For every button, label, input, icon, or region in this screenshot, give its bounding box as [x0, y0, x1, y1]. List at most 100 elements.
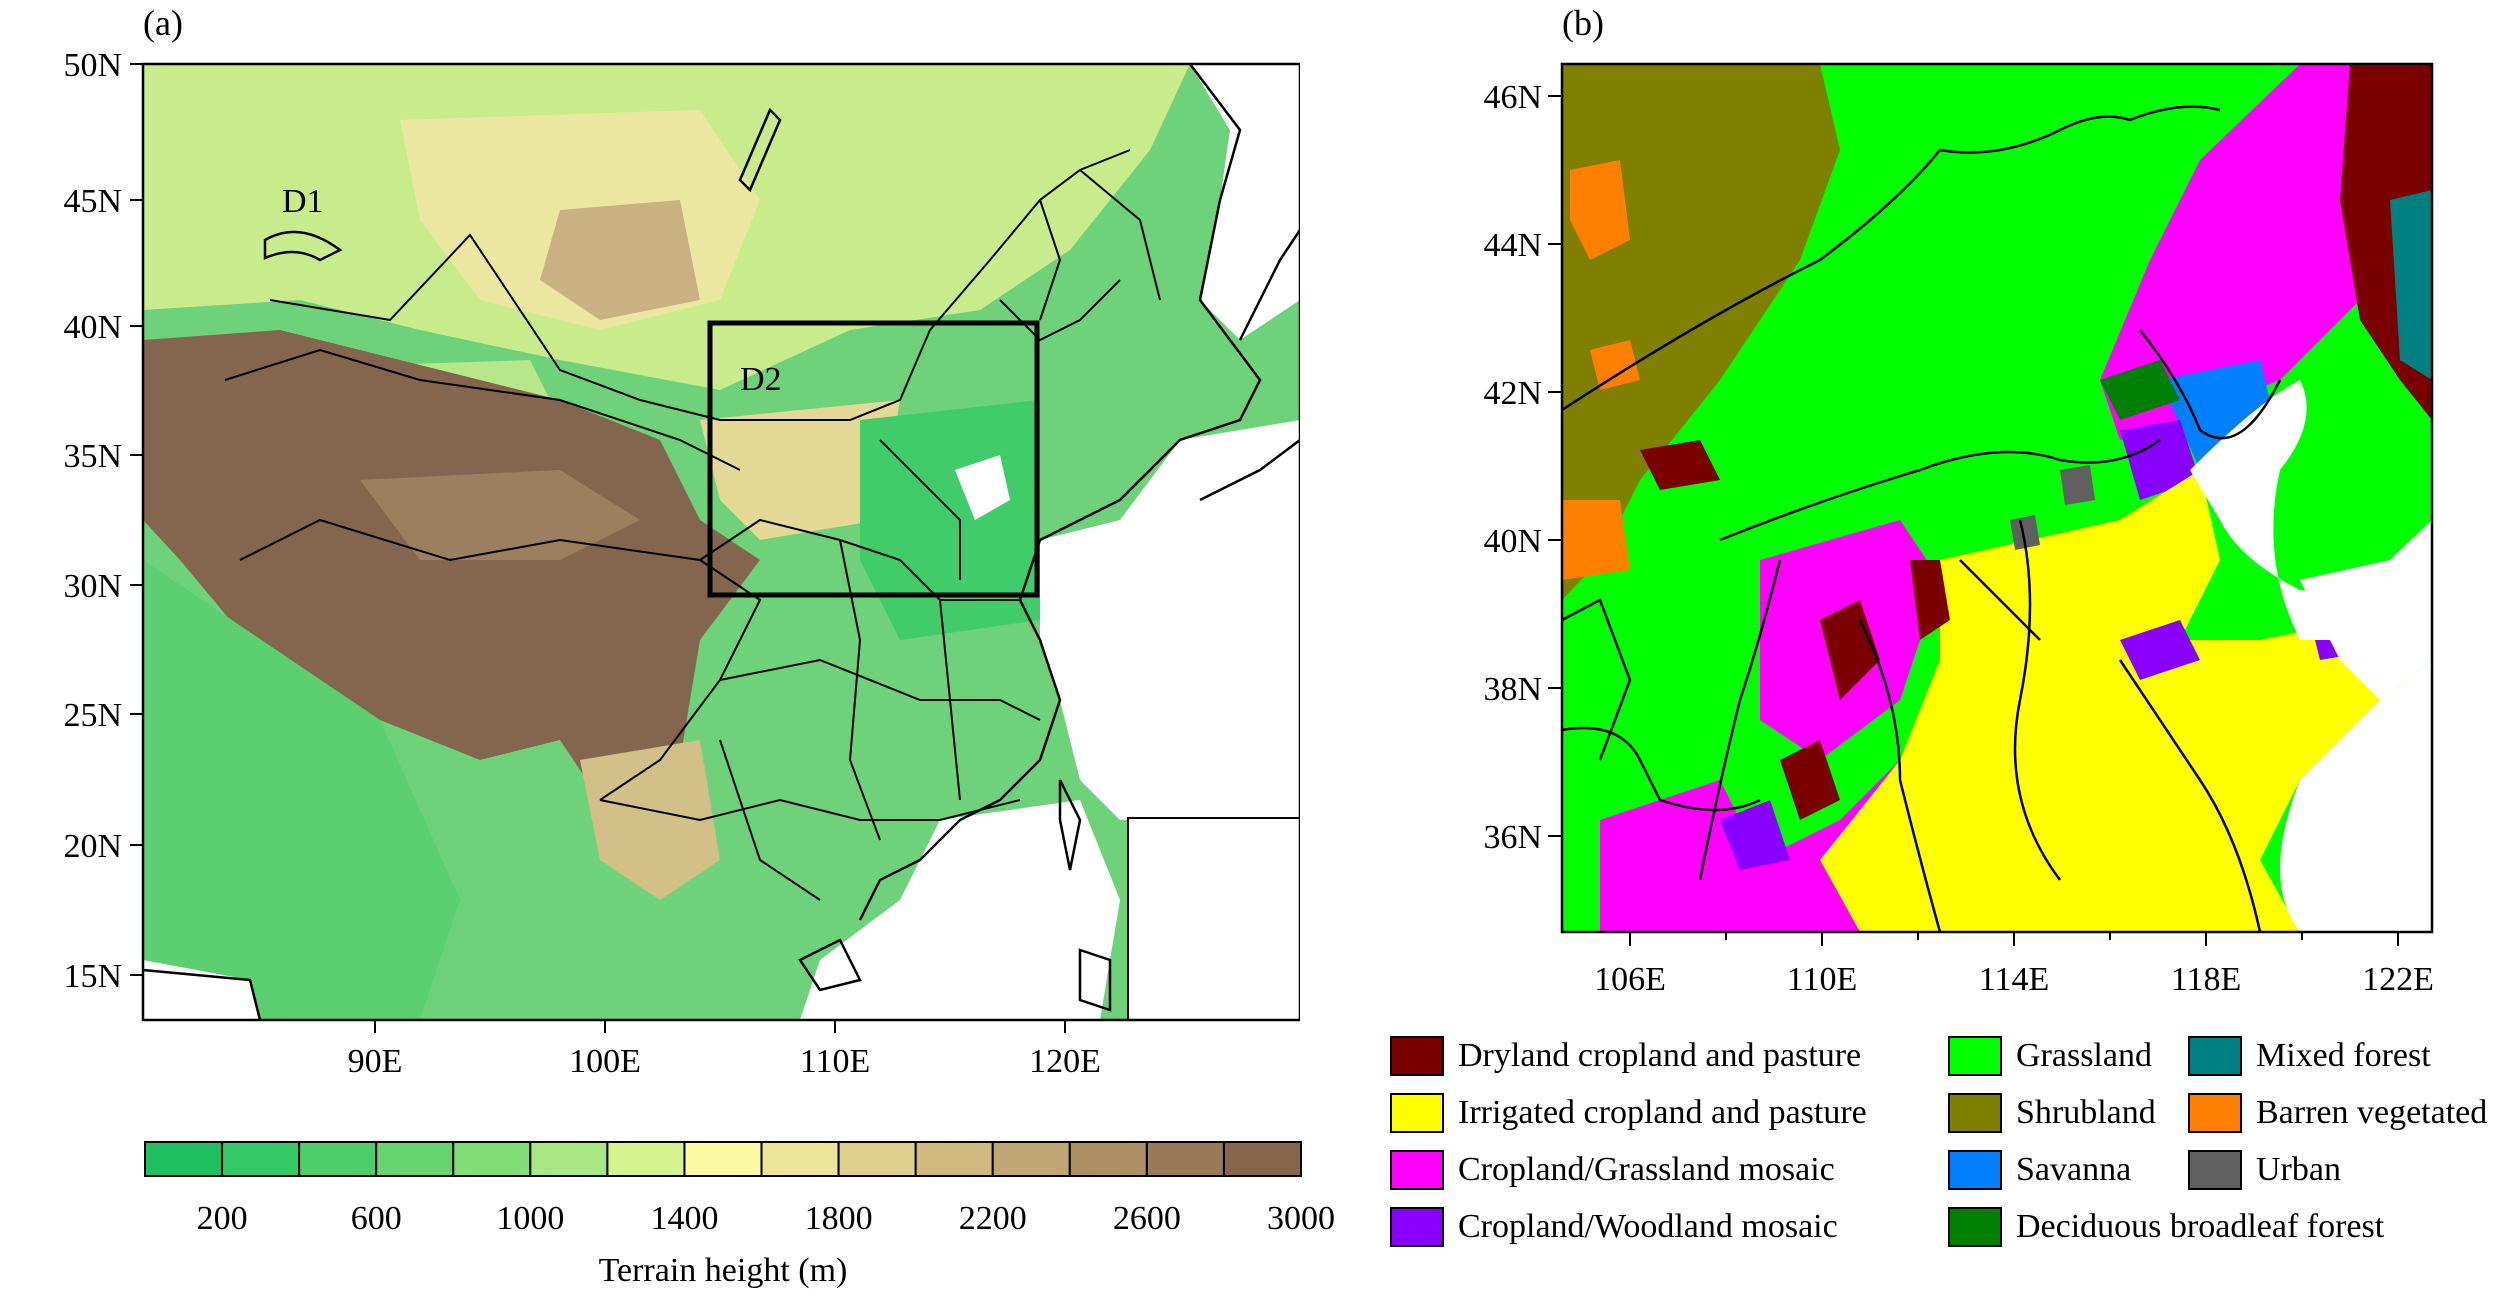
legend-item: Irrigated cropland and pasture	[1390, 1093, 1867, 1133]
panel-b-frame	[1560, 62, 2434, 934]
landuse-legend: Dryland cropland and pasture Irrigated cr…	[1390, 1036, 2510, 1286]
legend-label: Barren vegetated	[2256, 1094, 2488, 1131]
yellow-sea	[2280, 660, 2432, 932]
legend-swatch	[1390, 1036, 1444, 1076]
legend-item: Deciduous broadleaf forest	[1948, 1207, 2384, 1247]
panel-b-label: (b)	[1562, 3, 1604, 43]
legend-label: Cropland/Woodland mosaic	[1458, 1208, 1838, 1245]
legend-item: Urban	[2188, 1150, 2341, 1190]
colorbar-segment	[1068, 1141, 1148, 1177]
lon-tick-120e: 120E	[1029, 1043, 1101, 1080]
lat-tick-42n: 42N	[1483, 375, 1542, 412]
landuse-map: 46N 44N 42N 40N 38N 36N 106E 110E 114E 1…	[1483, 62, 2434, 998]
legend-label: Urban	[2256, 1151, 2341, 1188]
ocean	[143, 64, 1300, 1020]
panel-a-label: (a)	[143, 3, 183, 43]
colorbar-tick-label: 600	[350, 1200, 402, 1237]
legend-item: Dryland cropland and pasture	[1390, 1036, 1861, 1076]
lon-tick-110e: 110E	[800, 1043, 871, 1080]
lon-tick-114e: 114E	[1979, 961, 2050, 998]
coastlines	[142, 63, 1300, 1021]
colorbar-segment	[298, 1141, 378, 1177]
legend-label: Dryland cropland and pasture	[1458, 1037, 1862, 1074]
lat-tick-36n: 36N	[1483, 819, 1542, 856]
colorbar-segment	[1145, 1141, 1225, 1177]
lon-tick-118e: 118E	[2171, 961, 2242, 998]
legend-swatch	[1948, 1036, 2002, 1076]
legend-swatch	[2188, 1036, 2242, 1076]
colorbar-segment	[837, 1141, 917, 1177]
colorbar-segment	[221, 1141, 301, 1177]
colorbar-tick-label: 1800	[804, 1200, 873, 1237]
legend-label: Deciduous broadleaf forest	[2016, 1208, 2385, 1245]
colorbar-tick-label: 3000	[1267, 1200, 1335, 1237]
legend-item: Cropland/Woodland mosaic	[1390, 1207, 1838, 1247]
colorbar-segment	[914, 1141, 994, 1177]
colorbar-tick-label: 200	[196, 1200, 248, 1237]
terrain-colorbar	[144, 1141, 1303, 1177]
domain-label-d1: D1	[282, 183, 324, 220]
colorbar-tick-label: 1000	[496, 1200, 565, 1237]
landuse-surface	[1562, 64, 2432, 932]
legend-label: Grassland	[2016, 1037, 2152, 1074]
lon-tick-122e: 122E	[2362, 961, 2434, 998]
colorbar-tick-label: 2600	[1112, 1200, 1181, 1237]
colorbar-title: Terrain height (m)	[598, 1252, 848, 1289]
lat-tick-50n: 50N	[63, 47, 122, 84]
lat-tick-44n: 44N	[1483, 227, 1542, 264]
lat-tick-45n: 45N	[63, 183, 122, 220]
legend-swatch	[2188, 1093, 2242, 1133]
colorbar-segment	[144, 1141, 224, 1177]
colorbar-segment	[991, 1141, 1071, 1177]
lon-tick-100e: 100E	[569, 1043, 641, 1080]
colorbar-segment	[760, 1141, 840, 1177]
lon-tick-110e-b: 110E	[1787, 961, 1858, 998]
legend-swatch	[1390, 1093, 1444, 1133]
legend-label: Shrubland	[2016, 1094, 2156, 1131]
boundaries	[224, 149, 1161, 901]
legend-label: Savanna	[2016, 1151, 2132, 1188]
legend-item: Grassland	[1948, 1036, 2152, 1076]
legend-item: Cropland/Grassland mosaic	[1390, 1150, 1835, 1190]
lat-tick-30n: 30N	[63, 568, 122, 605]
colorbar-tick-label: 2200	[958, 1200, 1027, 1237]
colorbar-segment	[529, 1141, 609, 1177]
legend-swatch	[1390, 1150, 1444, 1190]
legend-item: Barren vegetated	[2188, 1093, 2487, 1133]
panel-b-ticks	[1548, 95, 2399, 946]
lon-tick-90e: 90E	[348, 1043, 403, 1080]
lat-tick-46n: 46N	[1483, 79, 1542, 116]
legend-label: Cropland/Grassland mosaic	[1458, 1151, 1835, 1188]
colorbar-segment	[1222, 1141, 1303, 1177]
legend-swatch	[1390, 1207, 1444, 1247]
lat-tick-20n: 20N	[63, 828, 122, 865]
lon-tick-106e: 106E	[1594, 961, 1666, 998]
colorbar-segment	[452, 1141, 532, 1177]
legend-item: Shrubland	[1948, 1093, 2156, 1133]
lat-tick-38n: 38N	[1483, 671, 1542, 708]
bohai-sea	[2190, 380, 2374, 640]
panel-a-frame	[141, 62, 1300, 1022]
legend-swatch	[1948, 1207, 2002, 1247]
d2-domain-box	[707, 320, 1040, 598]
terrain-map: 50N 45N 40N 35N 30N 25N 20N 15N 90E 100E…	[63, 47, 1300, 1080]
landuse-boundaries	[1561, 105, 2282, 933]
colorbar-segment	[375, 1141, 455, 1177]
colorbar-segment	[683, 1141, 763, 1177]
lat-tick-40n-b: 40N	[1483, 523, 1542, 560]
legend-swatch	[1948, 1150, 2002, 1190]
colorbar-tick-label: 1400	[650, 1200, 719, 1237]
colorbar-tick-labels: 200 600 1000 1400 1800 2200 2600 3000	[143, 1200, 1335, 1244]
legend-swatch	[1948, 1093, 2002, 1133]
panel-a-ticks	[130, 63, 1066, 1033]
legend-label: Irrigated cropland and pasture	[1458, 1094, 1867, 1131]
legend-swatch	[2188, 1150, 2242, 1190]
lat-tick-40n: 40N	[63, 309, 122, 346]
legend-label: Mixed forest	[2256, 1037, 2431, 1074]
inset-box	[1127, 817, 1300, 1021]
colorbar-segment	[606, 1141, 686, 1177]
legend-item: Savanna	[1948, 1150, 2131, 1190]
lat-tick-15n: 15N	[63, 958, 122, 995]
domain-label-d2: D2	[740, 361, 782, 398]
legend-item: Mixed forest	[2188, 1036, 2431, 1076]
